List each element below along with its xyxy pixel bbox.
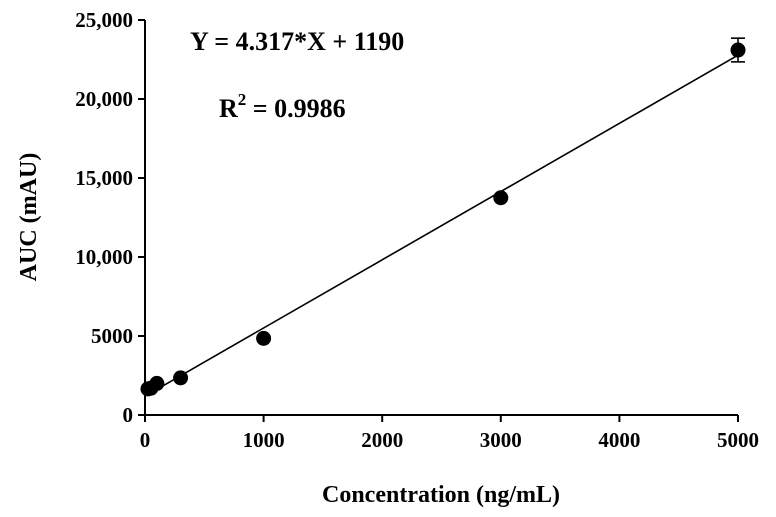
regression-equation: Y = 4.317*X + 1190 (190, 27, 404, 56)
y-tick-label: 10,000 (75, 245, 133, 269)
data-point (493, 190, 509, 206)
data-point (730, 42, 746, 58)
y-tick-label: 20,000 (75, 87, 133, 111)
r-squared-value: = 0.9986 (246, 94, 345, 123)
x-axis-title: Concentration (ng/mL) (322, 482, 560, 508)
y-tick-label: 0 (123, 403, 134, 427)
ticks: 0 1000 2000 3000 4000 5000 0 5000 10,000 15,000 20… (75, 8, 759, 452)
x-tick-label: 4000 (598, 428, 640, 452)
x-tick-label: 2000 (361, 428, 403, 452)
y-tick-label: 25,000 (75, 8, 133, 32)
y-tick-label: 5000 (91, 324, 133, 348)
x-tick-label: 5000 (717, 428, 759, 452)
x-tick-label: 3000 (480, 428, 522, 452)
r-squared-exponent: 2 (238, 90, 247, 109)
data-point (173, 370, 189, 386)
r-squared-label: R2 = 0.9986 (219, 90, 346, 123)
x-tick-label: 1000 (243, 428, 285, 452)
regression-line (147, 54, 739, 396)
data-point (256, 330, 272, 346)
r-squared-prefix: R (219, 94, 238, 123)
y-axis-title: AUC (mAU) (16, 153, 42, 282)
points-group (140, 37, 746, 397)
data-point (149, 375, 165, 391)
x-tick-label: 0 (140, 428, 151, 452)
fit-group (147, 54, 739, 396)
y-tick-label: 15,000 (75, 166, 133, 190)
axes (144, 20, 738, 416)
